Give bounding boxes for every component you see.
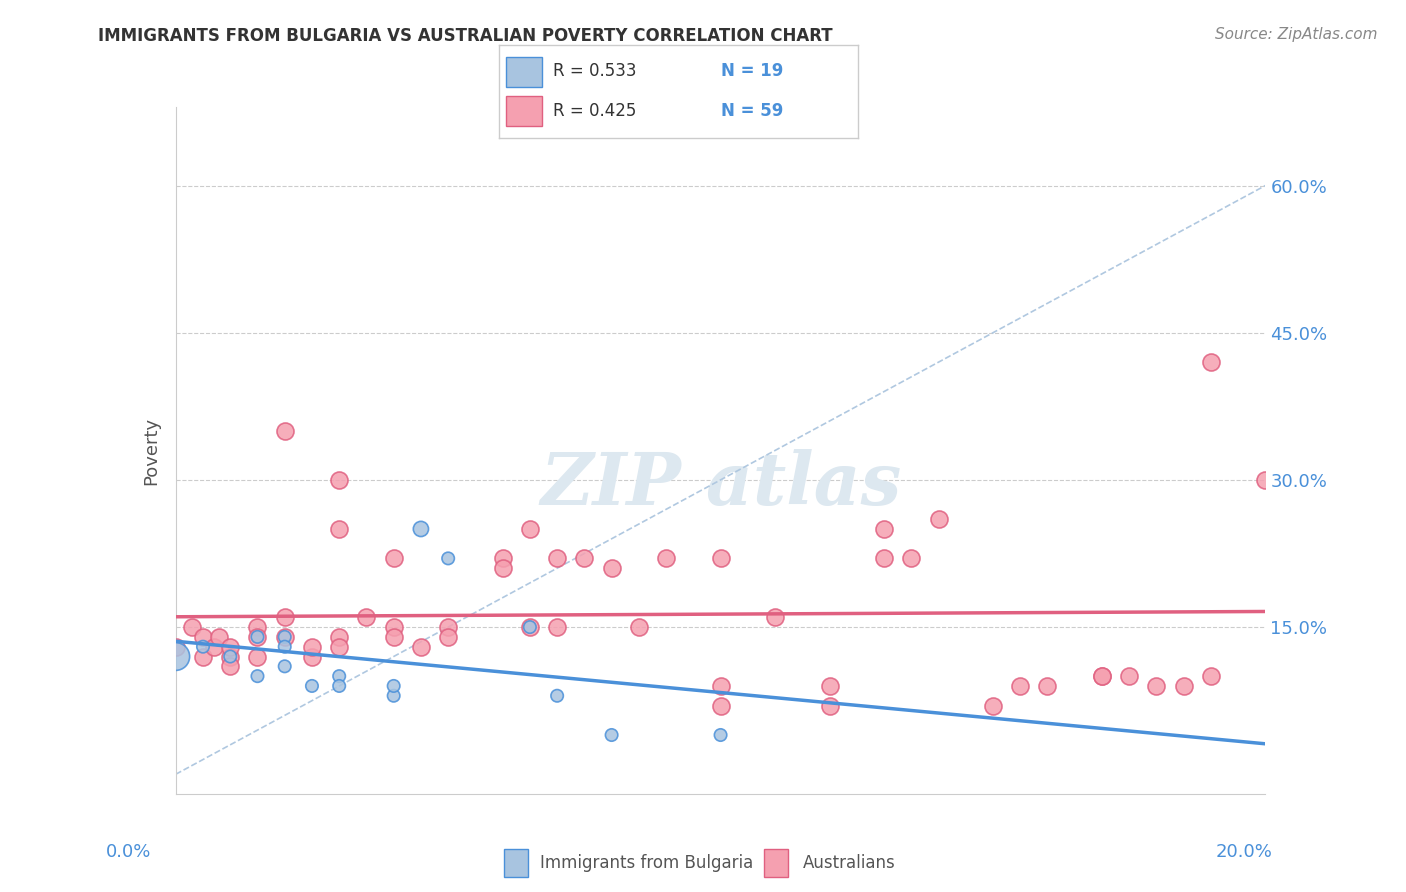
Point <box>328 669 350 683</box>
Point <box>519 620 541 634</box>
Point <box>1199 355 1222 369</box>
Point <box>246 630 269 644</box>
Point <box>1254 473 1277 487</box>
Point <box>328 679 350 693</box>
Point <box>208 630 231 644</box>
Text: Immigrants from Bulgaria: Immigrants from Bulgaria <box>540 854 754 872</box>
Text: R = 0.425: R = 0.425 <box>553 102 637 120</box>
Point <box>219 640 242 654</box>
Text: N = 19: N = 19 <box>721 62 783 80</box>
Point <box>328 640 350 654</box>
Point <box>191 640 214 654</box>
Point <box>274 424 297 438</box>
Point <box>328 522 350 536</box>
Point <box>437 551 460 566</box>
Point <box>437 630 460 644</box>
Point <box>710 551 733 566</box>
Text: R = 0.533: R = 0.533 <box>553 62 637 80</box>
Point <box>382 679 405 693</box>
Point <box>219 659 242 673</box>
Point <box>382 551 405 566</box>
Point <box>928 512 950 526</box>
Text: IMMIGRANTS FROM BULGARIA VS AUSTRALIAN POVERTY CORRELATION CHART: IMMIGRANTS FROM BULGARIA VS AUSTRALIAN P… <box>98 27 832 45</box>
Text: 0.0%: 0.0% <box>105 843 150 861</box>
Point <box>1036 679 1059 693</box>
Text: Australians: Australians <box>803 854 896 872</box>
Bar <box>506 57 543 87</box>
Point <box>600 728 623 742</box>
Point <box>328 473 350 487</box>
Point <box>382 620 405 634</box>
Point <box>202 640 225 654</box>
Point <box>246 630 269 644</box>
Point <box>274 630 297 644</box>
Point <box>301 640 323 654</box>
Point <box>274 640 297 654</box>
Point <box>301 679 323 693</box>
Point <box>219 649 242 664</box>
Point <box>246 620 269 634</box>
Text: ZIP atlas: ZIP atlas <box>540 450 901 520</box>
Point <box>873 522 896 536</box>
Point <box>191 649 214 664</box>
Bar <box>506 96 543 126</box>
Point <box>492 551 515 566</box>
Point <box>219 649 242 664</box>
Point <box>873 551 896 566</box>
Text: N = 59: N = 59 <box>721 102 783 120</box>
Point <box>191 630 214 644</box>
Point <box>274 630 297 644</box>
Point <box>763 610 786 624</box>
Point <box>710 698 733 713</box>
Point <box>181 620 204 634</box>
Bar <box>505 849 529 877</box>
Point <box>165 640 187 654</box>
Point <box>519 522 541 536</box>
Point <box>546 689 568 703</box>
Point <box>1118 669 1140 683</box>
Point <box>519 620 541 634</box>
Point <box>165 649 187 664</box>
Point <box>655 551 678 566</box>
Point <box>600 561 623 575</box>
Point <box>1173 679 1195 693</box>
Y-axis label: Poverty: Poverty <box>142 417 160 484</box>
Point <box>274 659 297 673</box>
Point <box>246 669 269 683</box>
Point <box>382 689 405 703</box>
Bar <box>765 849 787 877</box>
Point <box>1091 669 1114 683</box>
Point <box>246 649 269 664</box>
Point <box>627 620 650 634</box>
Point <box>818 679 841 693</box>
Point <box>900 551 922 566</box>
Point <box>409 522 432 536</box>
Point <box>437 620 460 634</box>
Point <box>981 698 1004 713</box>
Point <box>710 728 733 742</box>
Point <box>274 610 297 624</box>
Point <box>409 640 432 654</box>
Point <box>301 649 323 664</box>
Point <box>1010 679 1032 693</box>
Point <box>328 630 350 644</box>
Text: Source: ZipAtlas.com: Source: ZipAtlas.com <box>1215 27 1378 42</box>
Point <box>382 630 405 644</box>
Point <box>818 698 841 713</box>
Point <box>546 620 568 634</box>
Point <box>1144 679 1167 693</box>
Point <box>1091 669 1114 683</box>
Point <box>1199 669 1222 683</box>
Point <box>492 561 515 575</box>
Point <box>574 551 596 566</box>
Point <box>710 679 733 693</box>
Point <box>546 551 568 566</box>
Text: 20.0%: 20.0% <box>1216 843 1272 861</box>
Point <box>356 610 378 624</box>
